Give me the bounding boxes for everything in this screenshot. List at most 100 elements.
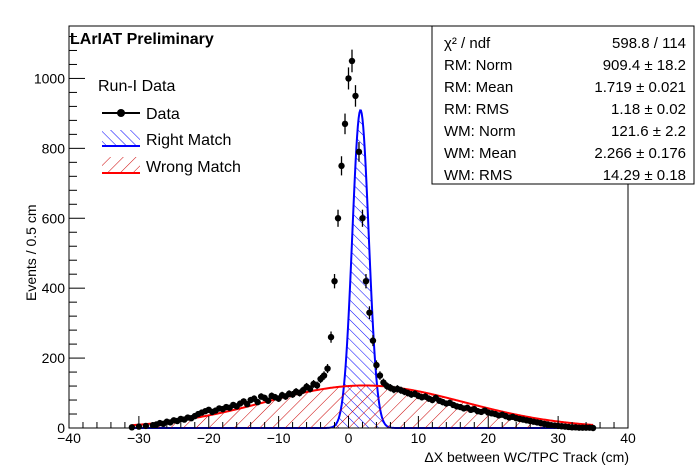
data-point-marker: [334, 215, 342, 222]
data-point-marker: [369, 337, 377, 344]
data-point: [369, 335, 377, 347]
data-point-marker: [264, 397, 272, 404]
data-point-marker: [341, 120, 349, 128]
data-point-marker: [128, 424, 136, 431]
x-tick-label: 20: [480, 430, 496, 446]
stats-row-value: 1.18 ± 0.02: [611, 101, 686, 118]
data-point: [373, 360, 380, 370]
data-point: [338, 156, 345, 176]
legend-entry-right-match: Right Match: [102, 130, 231, 149]
legend: Run-I Data Data Right Match Wrong Match: [98, 78, 241, 176]
data-point-marker: [254, 398, 261, 406]
data-point: [299, 386, 307, 394]
data-point-marker: [366, 309, 373, 316]
stats-row-value: 598.8 / 114: [612, 35, 686, 52]
legend-entry-wrong-match: Wrong Match: [102, 157, 241, 176]
stats-row-label: χ² / ndf: [444, 35, 491, 52]
x-tick-label: −30: [127, 430, 151, 446]
data-point: [327, 331, 335, 343]
data-point: [306, 385, 314, 393]
data-point: [345, 67, 352, 90]
data-point: [334, 209, 342, 227]
data-point-marker: [352, 92, 359, 100]
data-point-marker: [313, 382, 321, 389]
data-point-marker: [243, 401, 251, 408]
data-point-marker: [359, 215, 366, 222]
data-point-marker: [320, 372, 328, 379]
data-point: [397, 386, 405, 394]
data-point: [261, 394, 268, 402]
y-tick-label: 200: [42, 350, 66, 366]
stats-box-frame: [431, 25, 695, 185]
x-tick-label: −20: [197, 430, 221, 446]
data-point: [341, 113, 349, 135]
stats-row-value: 14.29 ± 0.18: [603, 167, 686, 184]
data-point-marker: [355, 148, 363, 156]
stats-row-label: WM: RMS: [444, 167, 512, 184]
x-tick-label: −40: [57, 430, 81, 446]
stats-row-value: 2.266 ± 0.176: [594, 145, 686, 162]
stats-row-label: RM: Mean: [444, 79, 513, 96]
data-point: [352, 85, 359, 107]
stats-row-value: 1.719 ± 0.021: [594, 79, 686, 96]
x-tick-label: 30: [550, 430, 566, 446]
data-point-marker: [362, 277, 370, 285]
x-axis-title: ΔX between WC/TPC Track (cm): [424, 449, 629, 465]
legend-right-match-label: Right Match: [146, 132, 231, 149]
data-point: [348, 49, 356, 73]
data-point: [254, 398, 261, 406]
y-tick-label: 800: [42, 140, 66, 156]
stats-row-label: WM: Norm: [444, 123, 516, 140]
legend-data-marker: [117, 109, 125, 117]
data-point: [313, 381, 321, 390]
y-tick-label: 400: [42, 280, 66, 296]
data-point-marker: [373, 361, 380, 369]
data-point: [376, 371, 384, 380]
wrong-match-curve: [131, 384, 594, 427]
data-point-marker: [306, 385, 314, 393]
y-tick-label: 1000: [34, 70, 65, 86]
data-point: [362, 274, 370, 289]
data-point: [331, 274, 338, 289]
legend-entry-data: Data: [102, 106, 180, 123]
legend-right-match-swatch: [102, 130, 140, 146]
data-point-marker: [327, 333, 335, 341]
data-point: [359, 209, 366, 227]
stats-row-value: 909.4 ± 18.2: [603, 57, 686, 74]
x-tick-label: −10: [267, 430, 291, 446]
data-point: [264, 397, 272, 404]
y-tick-label: 0: [57, 420, 65, 436]
y-axis: 0 200 400 600 800 1000: [34, 35, 85, 436]
data-point: [243, 401, 251, 408]
data-point-marker: [345, 75, 352, 82]
data-point-marker: [324, 365, 331, 372]
chart-title: LArIAT Preliminary: [70, 31, 214, 48]
x-tick-label: 10: [411, 430, 427, 446]
x-tick-label: 40: [620, 430, 636, 446]
data-point-marker: [331, 277, 338, 285]
stats-row-label: RM: Norm: [444, 57, 512, 74]
data-point: [355, 142, 363, 162]
y-axis-title: Events / 0.5 cm: [23, 205, 39, 301]
stats-row-label: RM: RMS: [444, 101, 509, 118]
data-point: [324, 364, 331, 374]
data-point-marker: [348, 57, 356, 65]
data-points: [128, 49, 597, 432]
legend-data-label: Data: [146, 106, 180, 123]
x-tick-label: 0: [345, 430, 353, 446]
legend-wrong-match-label: Wrong Match: [146, 159, 241, 176]
stats-row-label: WM: Mean: [444, 145, 517, 162]
data-point: [320, 371, 328, 380]
wrong-match-fill: [131, 385, 594, 428]
legend-header: Run-I Data: [98, 78, 175, 95]
x-axis: −40 −30 −20 −10 0 10 20 30 40: [57, 416, 636, 446]
data-point: [366, 306, 373, 320]
y-tick-label: 600: [42, 210, 66, 226]
stats-box: χ² / ndf 598.8 / 114 RM: Norm 909.4 ± 18.2 R…: [431, 25, 695, 185]
data-point-marker: [338, 162, 345, 170]
legend-wrong-match-swatch: [102, 157, 140, 173]
right-match-fill: [131, 110, 594, 428]
stats-row-value: 121.6 ± 2.2: [611, 123, 686, 140]
data-point-marker: [376, 372, 384, 379]
